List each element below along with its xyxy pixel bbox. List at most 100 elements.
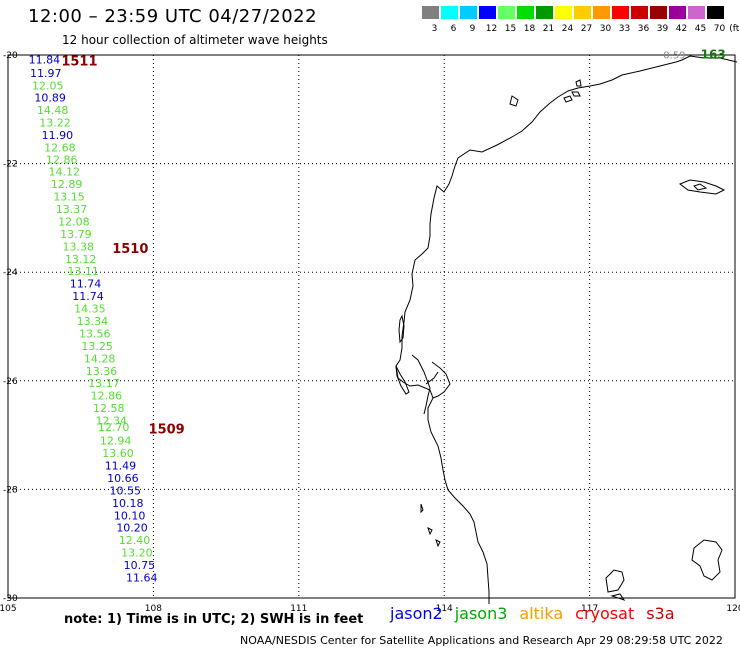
lat-tick-label: -24 xyxy=(3,268,18,278)
time-labels: 1511 1510 1509 xyxy=(61,54,184,437)
color-scale-label: 27 xyxy=(580,24,593,34)
color-scale-unit: (ft) xyxy=(729,24,740,34)
mission-legend-item: cryosat xyxy=(575,604,635,623)
salt-lake-2 xyxy=(691,539,723,581)
color-scale-label: 9 xyxy=(469,24,476,34)
color-scale-label: 39 xyxy=(656,24,669,34)
lat-tick-label: -26 xyxy=(3,377,18,387)
color-scale-label: 15 xyxy=(504,24,517,34)
color-scale-swatch xyxy=(631,6,648,19)
small-island-2 xyxy=(575,79,582,87)
color-scale-label: 30 xyxy=(599,24,612,34)
time-label: 1510 xyxy=(112,242,148,257)
wave-height-value: 10.20 xyxy=(116,521,148,534)
abrolhos-island-2 xyxy=(427,527,433,536)
color-scale-swatch xyxy=(574,6,591,19)
wave-height-value: 13.79 xyxy=(60,228,92,241)
wave-height-value: 13.25 xyxy=(81,340,113,353)
salt-lake-3 xyxy=(610,593,626,601)
wave-height-value: 13.37 xyxy=(56,203,88,216)
map-title: 12:00 – 23:59 UTC 04/27/2022 xyxy=(28,6,318,27)
lake-outline-2 xyxy=(693,183,708,191)
coastline-shark-bay-east xyxy=(425,371,439,385)
color-scale-swatch xyxy=(669,6,686,19)
wave-height-value: 13.11 xyxy=(67,265,99,278)
wave-height-value: 12.05 xyxy=(32,79,64,92)
bernier-island xyxy=(398,314,405,344)
barrow-island xyxy=(509,95,519,107)
lat-tick-label: -30 xyxy=(3,594,18,604)
coastline-mainland xyxy=(395,55,738,604)
wave-height-value: 13.15 xyxy=(53,191,85,204)
mission-legend-item: s3a xyxy=(646,604,675,623)
coastline-shark-bay-inner xyxy=(431,361,451,399)
color-scale-swatch xyxy=(536,6,553,19)
lat-tick-label: -20 xyxy=(3,51,18,61)
abrolhos-island-1 xyxy=(420,503,424,514)
lon-tick-label: 108 xyxy=(145,604,162,614)
wave-height-value: 12.70 xyxy=(98,421,130,434)
lon-tick-label: 120 xyxy=(726,604,740,614)
wave-height-value: 12.08 xyxy=(58,216,90,229)
wave-height-value: 11.74 xyxy=(72,290,104,303)
wave-height-value: 11.84 xyxy=(29,53,61,66)
lon-tick-label: 117 xyxy=(581,604,598,614)
wave-height-value: 11.49 xyxy=(105,460,137,473)
wave-height-value: 12.40 xyxy=(119,534,151,547)
wave-height-value: 12.68 xyxy=(44,141,76,154)
wave-height-value: 11.74 xyxy=(70,278,102,291)
wave-height-value: 12.89 xyxy=(51,178,83,191)
color-scale-swatch xyxy=(479,6,496,19)
wave-height-value: 14.35 xyxy=(74,303,106,316)
color-scale-swatch xyxy=(422,6,439,19)
corner-value: 0.59 xyxy=(663,50,685,61)
map-frame xyxy=(7,54,736,599)
color-scale-label: 33 xyxy=(618,24,631,34)
color-scale-label: 6 xyxy=(450,24,457,34)
wave-height-value: 13.22 xyxy=(39,116,71,129)
wave-height-value: 13.60 xyxy=(102,447,134,460)
mission-legend-item: jason3 xyxy=(454,604,508,623)
wave-height-value: 10.55 xyxy=(110,484,142,497)
color-scale-swatch xyxy=(517,6,534,19)
wave-height-value: 12.86 xyxy=(91,389,123,402)
wave-height-value: 14.48 xyxy=(37,104,69,117)
color-scale-label: 24 xyxy=(561,24,574,34)
wave-height-value: 12.34 xyxy=(95,414,127,427)
color-scale-swatch xyxy=(555,6,572,19)
small-island-3 xyxy=(571,91,581,97)
color-scale-swatch xyxy=(612,6,629,19)
lat-lon-grid xyxy=(7,54,736,599)
lon-tick-label: 105 xyxy=(0,604,17,614)
wave-height-value: 13.34 xyxy=(77,315,109,328)
corner-value: 163 xyxy=(701,47,726,61)
color-scale-swatch xyxy=(498,6,515,19)
wave-height-value: 13.12 xyxy=(65,253,97,266)
lat-tick-label: -28 xyxy=(3,485,18,495)
color-scale-label: 21 xyxy=(542,24,555,34)
color-scale-label: 45 xyxy=(694,24,707,34)
wave-height-value: 11.97 xyxy=(30,67,62,80)
wave-height-value: 13.36 xyxy=(86,365,118,378)
color-scale-swatch xyxy=(650,6,667,19)
corner-values: 0.59 163 xyxy=(663,47,725,61)
color-scale-label: 12 xyxy=(485,24,498,34)
altimeter-track: 11.8411.9712.0510.8914.4813.2211.9012.68… xyxy=(29,53,158,584)
coastline xyxy=(395,55,738,604)
wave-height-value: 13.56 xyxy=(79,328,111,341)
wave-height-value: 12.58 xyxy=(93,402,125,415)
color-scale-swatch xyxy=(707,6,724,19)
wave-height-value: 12.86 xyxy=(46,153,78,166)
mission-legend-item: altika xyxy=(519,604,564,623)
salt-lake-1 xyxy=(605,569,625,593)
lat-tick-label: -22 xyxy=(3,160,18,170)
mission-legend: jason2 jason3 altika cryosat s3a xyxy=(390,604,687,623)
color-scale-swatch xyxy=(441,6,458,19)
color-scale-label: 3 xyxy=(431,24,438,34)
color-scale-label: 18 xyxy=(523,24,536,34)
footer-note: note: 1) Time is in UTC; 2) SWH is in fe… xyxy=(64,612,364,627)
lon-tick-label: 114 xyxy=(436,604,453,614)
time-label: 1509 xyxy=(149,423,185,438)
wave-height-value: 14.12 xyxy=(48,166,80,179)
